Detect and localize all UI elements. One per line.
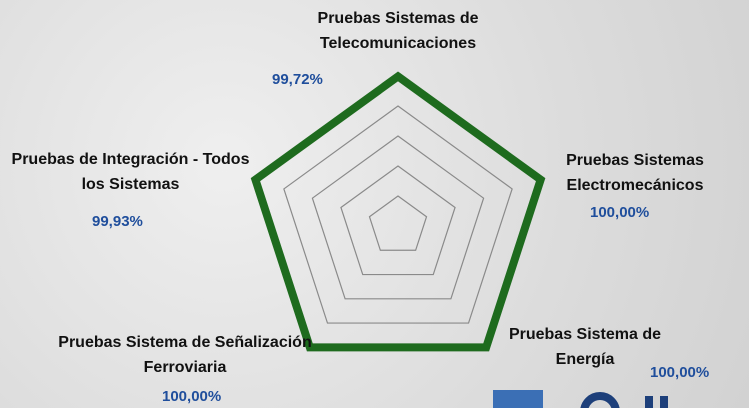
value-label: 100,00% (162, 388, 222, 405)
value-label: 100,00% (590, 204, 650, 221)
grid-ring (283, 105, 513, 324)
data-polygon (250, 71, 546, 352)
grid-ring (340, 165, 456, 276)
value-label: 99,72% (272, 71, 323, 88)
axis-label: Pruebas Sistema de Señalización Ferrovia… (58, 334, 312, 376)
grid-ring (368, 195, 428, 251)
value-label: 100,00% (650, 364, 710, 381)
axis-label: Pruebas Sistema de Energía (508, 326, 662, 368)
axis-label: Pruebas Sistemas Electromecánicos (566, 152, 704, 194)
value-label: 99,93% (92, 213, 143, 230)
grid-ring (311, 135, 485, 300)
axis-label: Pruebas de Integración - Todos los Siste… (11, 151, 250, 193)
axis-label: Pruebas Sistemas de Telecomunicaciones (317, 10, 479, 52)
